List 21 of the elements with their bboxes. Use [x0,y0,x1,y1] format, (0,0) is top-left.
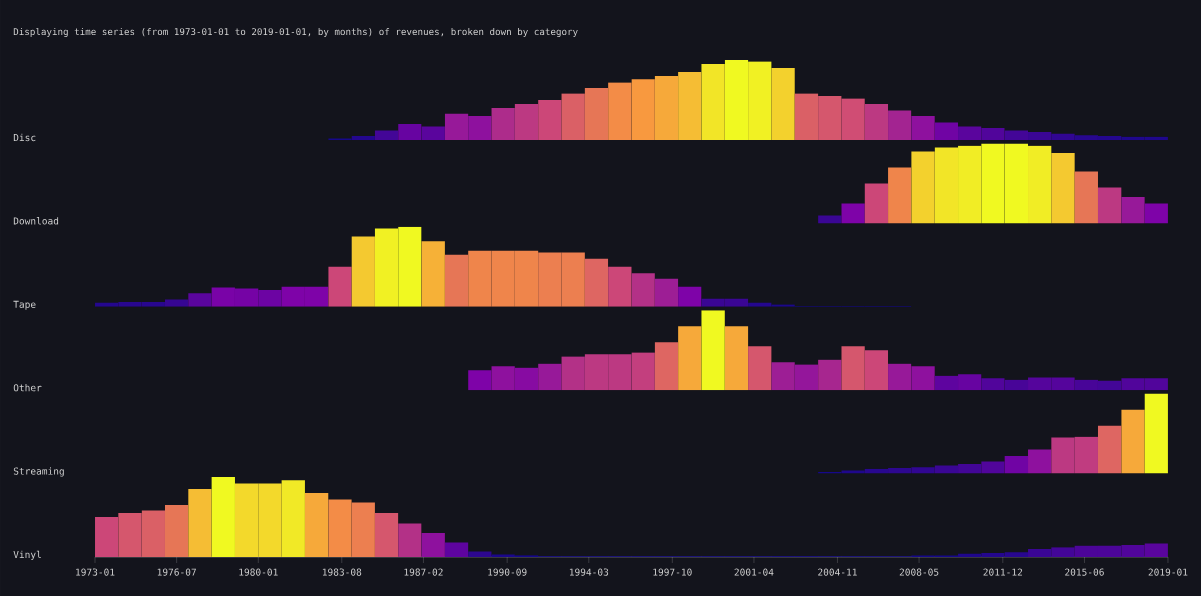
y-axis-title: Streaming [13,467,64,477]
x-tick-label: 2001-04 [734,568,774,576]
x-tick-label: 2019-01 [1148,568,1188,576]
x-tick-label: 1987-02 [404,568,443,576]
x-tick-label: 1973-01 [76,568,115,576]
y-axis-title: Tape [13,300,36,310]
x-tick-label: 1976-07 [157,568,196,576]
x-tick-label: 1997-10 [653,568,692,576]
x-tick-label: 1980-01 [239,568,278,576]
x-tick-label: 2004-11 [818,568,857,576]
chart-title: Displaying time series (from 1973-01-01 to 2019-01-01, by months) of revenues, broken down by category [13,27,578,37]
x-tick-label: 1994-03 [569,568,609,576]
x-tick-label: 2008-05 [899,568,939,576]
x-tick-label: 2011-12 [983,568,1023,576]
y-axis-title: Disc [13,133,36,142]
x-tick-label: 2015-06 [1065,568,1104,576]
x-tick-label: 1983-08 [322,568,362,576]
y-axis-title: Download [13,217,59,225]
x-tick-label: 1990-09 [488,568,527,576]
y-axis-title: Vinyl [13,550,41,560]
y-axis-title: Other [13,383,42,392]
